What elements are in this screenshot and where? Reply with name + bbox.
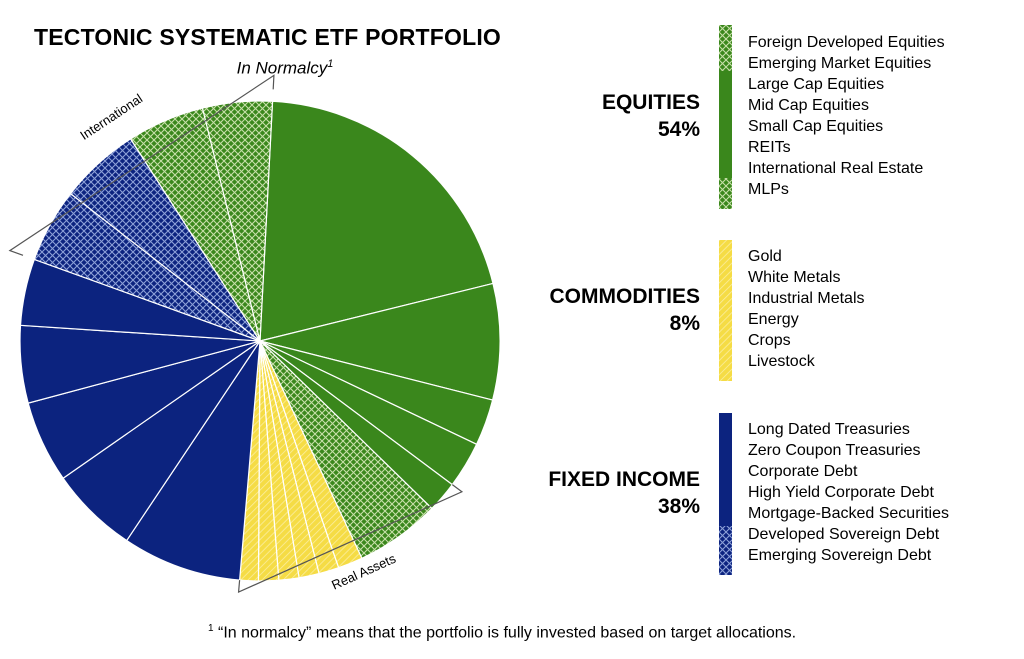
pie-slice-large-cap-equities xyxy=(259,100,494,342)
legend-item: Gold xyxy=(748,248,782,265)
group-name-equities: EQUITIES xyxy=(601,91,700,114)
legend-item: Emerging Market Equities xyxy=(748,55,932,72)
international-bracket xyxy=(8,74,275,256)
legend-item: Small Cap Equities xyxy=(748,118,884,135)
chart-title: TECTONIC SYSTEMATIC ETF PORTFOLIO xyxy=(34,24,502,50)
legend-item: Crops xyxy=(748,332,791,349)
legend-item: Livestock xyxy=(748,353,815,370)
chart-subtitle: In Normalcy1 xyxy=(0,58,570,79)
legend-item: MLPs xyxy=(748,181,789,198)
legend-swatch-sovereign-debt xyxy=(719,526,732,575)
legend-item: Energy xyxy=(748,311,799,328)
footnote-mark: 1 xyxy=(208,623,214,634)
legend-item: Mid Cap Equities xyxy=(748,97,869,114)
legend-item: High Yield Corporate Debt xyxy=(748,484,934,501)
legend-swatch-international-equities xyxy=(719,25,732,71)
legend-items-equities: Foreign Developed Equities Emerging Mark… xyxy=(748,32,945,200)
legend-swatch-commodities xyxy=(719,240,732,381)
legend-item: REITs xyxy=(748,139,791,156)
legend-bar-fixed-income xyxy=(719,413,732,575)
real-assets-bracket xyxy=(237,484,464,594)
group-percent-fixed-income: 38% xyxy=(657,495,700,518)
legend-swatch-mlps xyxy=(719,178,732,209)
footnote-text: “In normalcy” means that the portfolio i… xyxy=(218,624,797,642)
legend-item: Emerging Sovereign Debt xyxy=(748,547,932,564)
group-percent-commodities: 8% xyxy=(669,312,700,335)
legend-bar-commodities xyxy=(719,240,732,381)
pie-slice-foreign-developed-equities xyxy=(201,100,274,342)
group-percent-equities: 54% xyxy=(657,118,700,141)
legend-items-fixed-income: Long Dated Treasuries Zero Coupon Treasu… xyxy=(748,419,949,566)
legend-item: Corporate Debt xyxy=(748,463,858,480)
subtitle-footnote-mark: 1 xyxy=(327,58,334,70)
legend-item: Long Dated Treasuries xyxy=(748,421,910,438)
legend-group-equities: EQUITIES 54% xyxy=(602,89,700,143)
subtitle-text: In Normalcy xyxy=(236,58,328,78)
legend-swatch-domestic-debt xyxy=(719,413,732,526)
legend-item: Foreign Developed Equities xyxy=(748,34,945,51)
real-assets-label-bg xyxy=(324,549,404,597)
legend-item: Large Cap Equities xyxy=(748,76,885,93)
legend-item: Developed Sovereign Debt xyxy=(748,526,940,543)
group-name-fixed-income: FIXED INCOME xyxy=(548,468,700,491)
pie-slice-long-dated-treasuries xyxy=(125,340,261,581)
pie-slice-mid-cap-equities xyxy=(259,282,501,401)
legend-group-fixed-income: FIXED INCOME 38% xyxy=(548,466,700,520)
legend-group-commodities: COMMODITIES 8% xyxy=(550,283,701,337)
pie-slices xyxy=(19,100,501,582)
legend-bar-equities-patterns xyxy=(719,25,732,209)
legend-item: Zero Coupon Treasuries xyxy=(748,442,921,459)
legend-item: Mortgage-Backed Securities xyxy=(748,505,949,522)
international-label: International xyxy=(77,91,145,143)
footnote: 1 “In normalcy” means that the portfolio… xyxy=(208,623,796,642)
legend-item: White Metals xyxy=(748,269,841,286)
legend-item: International Real Estate xyxy=(748,160,924,177)
legend-item: Industrial Metals xyxy=(748,290,865,307)
legend-items-commodities: Gold White Metals Industrial Metals Ener… xyxy=(748,246,865,372)
international-label-bg xyxy=(69,85,155,150)
group-name-commodities: COMMODITIES xyxy=(549,285,701,308)
